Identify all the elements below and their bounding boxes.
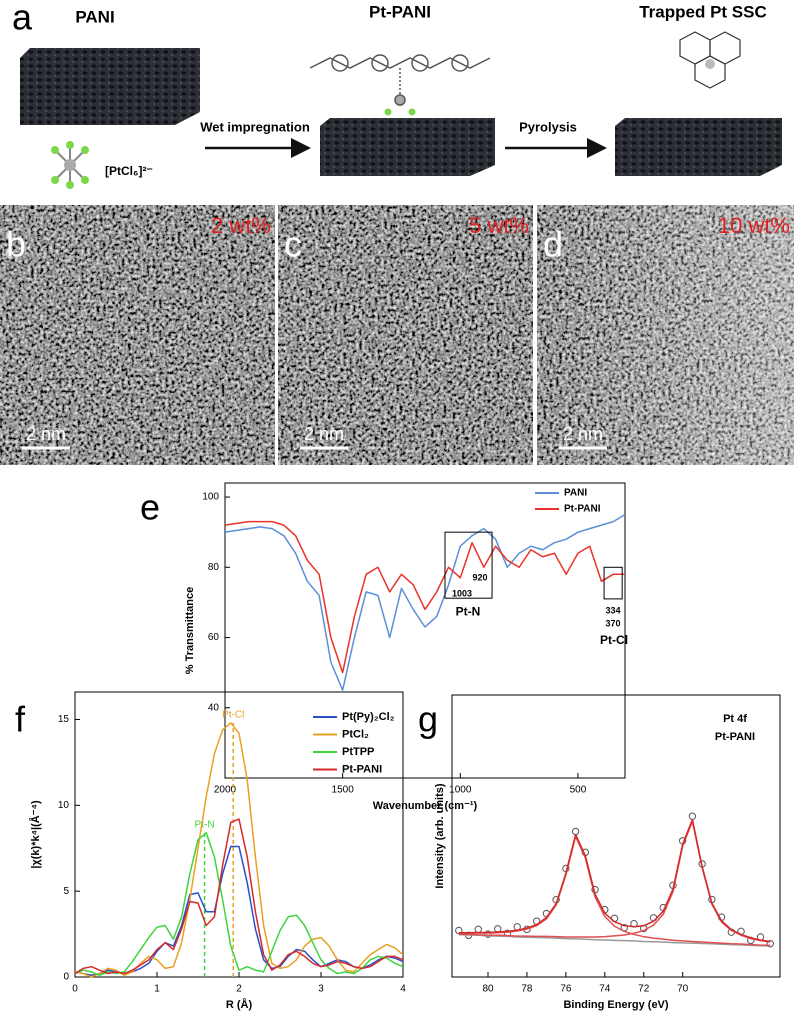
panel-letter: f bbox=[15, 699, 26, 740]
legend-label: Pt(Py)₂Cl₂ bbox=[342, 711, 395, 723]
highlight-box bbox=[444, 531, 493, 599]
x-tick-label: 74 bbox=[599, 984, 611, 995]
label: Wet impregnation bbox=[200, 119, 310, 134]
x-axis-label: R (Å) bbox=[226, 998, 253, 1011]
x-tick-label: 72 bbox=[638, 984, 650, 995]
marker-label: Pt-Cl bbox=[222, 710, 244, 721]
lattice-icon bbox=[679, 31, 741, 89]
y-tick-label: 10 bbox=[58, 800, 70, 811]
panel-letter: e bbox=[140, 487, 160, 528]
x-tick-label: 2 bbox=[236, 984, 242, 995]
series-line bbox=[74, 832, 404, 977]
scale-label: 2 nm bbox=[563, 424, 603, 444]
brightness bbox=[537, 205, 794, 465]
label: Pyrolysis bbox=[519, 119, 577, 134]
series-line bbox=[74, 722, 404, 978]
label: Trapped Pt SSC bbox=[639, 2, 767, 21]
panel-letter: c bbox=[284, 224, 302, 265]
x-tick-label: 3 bbox=[318, 984, 324, 995]
y-tick-label: 100 bbox=[202, 492, 219, 503]
legend-label: Pt-PANI bbox=[342, 763, 382, 775]
y-tick-label: 80 bbox=[208, 562, 220, 573]
loading-label: 10 wt% bbox=[718, 213, 790, 238]
y-axis-label: |χ(k)*k⁴|(Å⁻⁴) bbox=[29, 800, 42, 869]
data-point bbox=[766, 940, 774, 948]
pani-block bbox=[20, 48, 200, 125]
x-axis-label: Binding Energy (eV) bbox=[563, 999, 668, 1011]
panel-letter: d bbox=[543, 224, 563, 265]
y-tick-label: 5 bbox=[63, 886, 69, 897]
y-tick-label: 40 bbox=[208, 702, 220, 713]
label: [PtCl₆]²⁻ bbox=[105, 164, 153, 178]
x-tick-label: 500 bbox=[570, 785, 587, 796]
y-tick-label: 0 bbox=[63, 972, 69, 983]
series-line bbox=[74, 818, 404, 975]
scale-label: 2 nm bbox=[304, 424, 344, 444]
highlight-box bbox=[603, 566, 623, 600]
x-tick-label: 70 bbox=[677, 984, 689, 995]
y-tick-label: 15 bbox=[58, 714, 70, 725]
series-line bbox=[458, 933, 771, 947]
label: Pt-PANI bbox=[369, 2, 431, 21]
x-tick-label: 2000 bbox=[214, 785, 237, 796]
box-label: Pt-Cl bbox=[600, 633, 628, 647]
molecule-icon bbox=[309, 54, 491, 116]
scale-label: 2 nm bbox=[26, 424, 66, 444]
panel-letter: a bbox=[12, 0, 33, 38]
series-line bbox=[458, 835, 771, 947]
data-point bbox=[484, 930, 492, 938]
stem-image bbox=[278, 205, 533, 465]
trapped-block bbox=[615, 118, 782, 176]
series-line bbox=[458, 818, 771, 943]
plot-frame bbox=[224, 482, 626, 779]
y-tick-label: 60 bbox=[208, 632, 220, 643]
peak-label: 920 bbox=[472, 573, 487, 583]
series-line bbox=[224, 513, 626, 691]
panel-letter: g bbox=[418, 699, 438, 740]
peak-label: 370 bbox=[606, 618, 621, 628]
x-tick-label: 1 bbox=[154, 984, 160, 995]
plot-frame bbox=[451, 694, 781, 978]
box-label: Pt-N bbox=[456, 604, 481, 618]
legend-label: PANI bbox=[564, 488, 587, 499]
legend-label: PtCl₂ bbox=[342, 728, 369, 740]
x-axis-label: Wavenumber (cm⁻¹) bbox=[373, 800, 478, 812]
legend-label: PtTPP bbox=[342, 746, 374, 758]
y-axis-label: Intensity (arb. units) bbox=[434, 783, 446, 888]
x-tick-label: 76 bbox=[560, 984, 572, 995]
x-tick-label: 80 bbox=[482, 984, 494, 995]
precursor-icon bbox=[51, 141, 89, 189]
panel-letter: b bbox=[6, 224, 26, 265]
peak-label: 1003 bbox=[452, 589, 472, 599]
series-line bbox=[224, 520, 625, 674]
annotation: Pt 4f bbox=[723, 713, 747, 725]
stem-image bbox=[0, 205, 275, 465]
pt-pani-block bbox=[320, 118, 495, 176]
x-tick-label: 1000 bbox=[449, 785, 472, 796]
peak-label: 334 bbox=[606, 605, 621, 615]
marker-label: Pt-N bbox=[195, 819, 215, 830]
stem-images: b 2 wt% 2 nm c 5 wt% 2 nm d 10 wt% 2 nm bbox=[0, 205, 794, 465]
x-tick-label: 4 bbox=[400, 984, 406, 995]
y-axis-label: % Transmittance bbox=[184, 587, 196, 674]
annotation: Pt-PANI bbox=[715, 731, 755, 743]
loading-label: 2 wt% bbox=[211, 213, 271, 238]
x-tick-label: 78 bbox=[521, 984, 533, 995]
x-tick-label: 0 bbox=[72, 984, 78, 995]
legend-label: Pt-PANI bbox=[564, 504, 601, 515]
x-tick-label: 1500 bbox=[332, 785, 355, 796]
loading-label: 5 wt% bbox=[469, 213, 529, 238]
label: PANI bbox=[75, 7, 114, 26]
